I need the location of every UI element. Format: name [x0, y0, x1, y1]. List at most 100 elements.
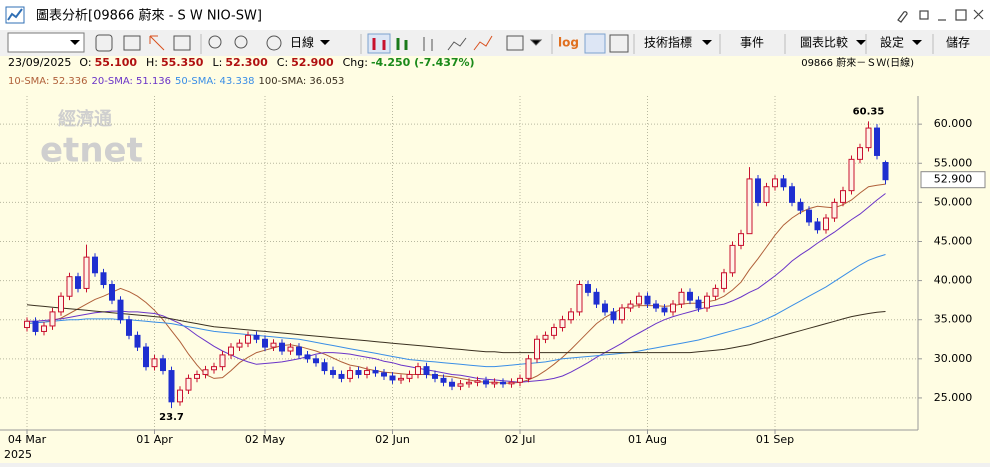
candle-body	[364, 370, 370, 375]
info-label: C:	[277, 56, 288, 69]
toolbar	[0, 30, 990, 56]
candle-body	[228, 346, 234, 356]
trend-tool[interactable]	[149, 35, 165, 51]
candle-body	[109, 284, 115, 301]
candle-body	[627, 303, 634, 309]
separators	[200, 34, 934, 54]
candle-mode[interactable]	[367, 33, 391, 54]
candle-body	[585, 284, 591, 293]
candle-body	[151, 358, 158, 368]
x-tick-label: 01 Sep	[756, 433, 794, 446]
candle-body	[58, 295, 64, 313]
candle-body	[525, 358, 532, 379]
log-button[interactable]: log	[558, 36, 579, 50]
hand-tool[interactable]	[95, 34, 113, 52]
compare-button[interactable]: 圖表比較	[800, 35, 848, 50]
candle-body	[415, 366, 421, 375]
pin-button[interactable]	[897, 11, 908, 23]
candle-body	[117, 299, 124, 321]
candle-body	[245, 334, 251, 344]
grid-toggle[interactable]	[506, 35, 524, 51]
candle-body	[423, 366, 430, 375]
info-label: H:	[146, 56, 158, 69]
zoom-in[interactable]	[208, 35, 222, 49]
legend-entry: 100-SMA: 36.053	[259, 76, 345, 87]
candle-body	[704, 295, 710, 309]
area-mode[interactable]	[473, 35, 493, 51]
candle-body	[355, 370, 362, 375]
candle-body	[134, 334, 141, 348]
split-tool[interactable]	[173, 35, 191, 51]
candle-body	[661, 307, 668, 313]
candle-body	[857, 147, 863, 160]
candle-body	[202, 369, 209, 375]
candle-body	[49, 311, 56, 327]
info-value: 55.350	[161, 56, 204, 69]
settings-button[interactable]: 設定	[880, 35, 904, 50]
candle-body	[848, 158, 855, 192]
candle-body	[780, 178, 787, 188]
info-value: 52.900	[291, 56, 334, 69]
restore-button[interactable]	[919, 10, 929, 20]
candle-body	[143, 346, 149, 368]
period-button[interactable]: 日線	[290, 35, 314, 50]
candle-body	[466, 381, 472, 385]
info-value: 55.100	[95, 56, 138, 69]
y-tick-label: 50.000	[934, 195, 973, 208]
candle-body	[729, 244, 736, 274]
candle-body	[32, 320, 39, 332]
zoom-out[interactable]	[234, 35, 248, 49]
candle-body	[270, 342, 277, 348]
toolbar-icons	[95, 33, 934, 54]
candle-body	[610, 311, 617, 321]
window-controls	[897, 9, 984, 23]
window-title: 圖表分析[09866 蔚來 - S W NIO-SW]	[36, 9, 262, 24]
line-mode[interactable]	[447, 37, 467, 51]
x-tick-label: 02 Jun	[375, 433, 410, 446]
info-label: L:	[212, 56, 222, 69]
hlc-mode[interactable]	[396, 38, 408, 50]
candle-body	[763, 186, 770, 203]
candle-body	[313, 358, 319, 364]
info-value: -4.250 (-7.437%)	[371, 56, 475, 69]
indicator-button[interactable]: 技術指標	[644, 35, 692, 50]
watermark-cn: 經濟通	[58, 108, 112, 130]
period-icon[interactable]	[266, 35, 282, 51]
candle-body	[432, 373, 438, 379]
info-value: 52.300	[225, 56, 268, 69]
candle-body	[500, 381, 506, 385]
candle-body	[75, 276, 81, 289]
close-button[interactable]	[973, 9, 984, 20]
indicator-toggle[interactable]	[584, 33, 606, 54]
ma-line	[26, 254, 886, 368]
ma-line	[26, 183, 886, 384]
candle-body	[92, 256, 98, 274]
symbol-dropdown[interactable]	[7, 32, 85, 53]
maximize-button[interactable]	[955, 9, 967, 21]
candle-body	[789, 186, 795, 203]
save-button[interactable]: 儲存	[946, 36, 970, 50]
x-tick-label: 02 Jul	[505, 433, 536, 446]
candle-body	[338, 373, 345, 379]
candle-body	[568, 311, 574, 321]
year-label: 2025	[4, 448, 32, 461]
ohlc-mode[interactable]	[423, 37, 433, 51]
event-button[interactable]: 事件	[740, 36, 764, 50]
save-image[interactable]	[609, 34, 629, 53]
candle-body	[41, 325, 47, 332]
candle-body	[83, 256, 90, 289]
candle-mode-icon	[372, 38, 386, 50]
candle-body	[160, 358, 166, 372]
candle-body	[746, 178, 753, 235]
candle-body	[755, 178, 761, 203]
zoom-box-tool[interactable]	[123, 35, 141, 51]
candle-body	[168, 370, 175, 403]
app-icon-line	[7, 8, 23, 21]
candle-body	[381, 372, 387, 377]
candle-body	[772, 178, 778, 188]
candle-body	[389, 375, 396, 381]
low-label: 23.7	[159, 412, 184, 423]
high-label: 60.35	[853, 106, 885, 117]
candle-body	[593, 291, 600, 305]
y-tick-label: 55.000	[934, 156, 973, 169]
